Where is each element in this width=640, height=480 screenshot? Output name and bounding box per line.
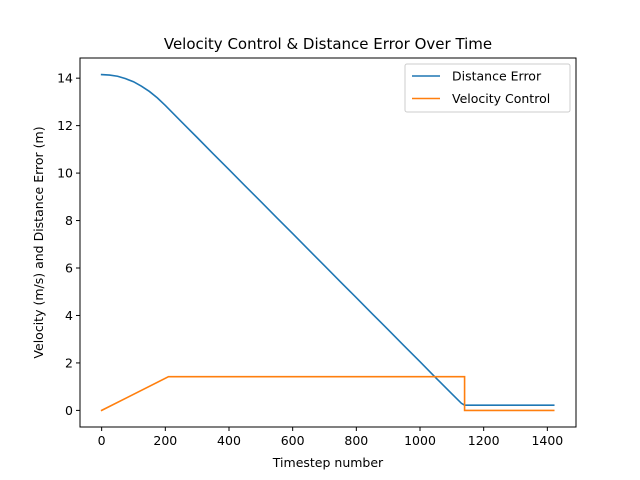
x-tick-label: 800 <box>344 433 368 448</box>
series-layer <box>100 73 555 412</box>
legend-label-distance-error: Distance Error <box>452 69 542 84</box>
x-tick-label: 1000 <box>404 433 436 448</box>
y-axis-ticks: 0 2 4 6 8 10 12 14 <box>57 71 80 418</box>
y-axis-title: Velocity (m/s) and Distance Error (m) <box>31 126 46 358</box>
x-tick-label: 600 <box>281 433 305 448</box>
y-tick-label: 4 <box>65 308 73 323</box>
y-tick-label: 0 <box>65 403 73 418</box>
legend-entries: Distance Error Velocity Control <box>412 69 550 106</box>
x-tick-label: 200 <box>153 433 177 448</box>
x-axis-title: Timestep number <box>272 455 384 470</box>
y-tick-label: 2 <box>65 355 73 370</box>
y-tick-label: 6 <box>65 261 73 276</box>
plot-area-frame <box>79 57 577 428</box>
series-line-distance-error <box>100 73 555 406</box>
x-tick-label: 1200 <box>468 433 500 448</box>
legend: Distance Error Velocity Control <box>404 63 571 113</box>
x-tick-label: 0 <box>98 433 106 448</box>
x-tick-label: 400 <box>217 433 241 448</box>
chart-title: Velocity Control & Distance Error Over T… <box>164 35 492 53</box>
legend-label-velocity-control: Velocity Control <box>452 91 550 106</box>
y-tick-label: 12 <box>57 118 73 133</box>
x-tick-label: 1400 <box>531 433 563 448</box>
legend-box <box>404 63 571 113</box>
x-axis-ticks: 0 200 400 600 800 1000 1200 1400 <box>98 427 563 448</box>
y-tick-label: 14 <box>57 71 73 86</box>
plot-area-background <box>80 58 576 427</box>
series-line-velocity-control <box>100 375 555 412</box>
y-tick-label: 8 <box>65 213 73 228</box>
y-tick-label: 10 <box>57 166 73 181</box>
